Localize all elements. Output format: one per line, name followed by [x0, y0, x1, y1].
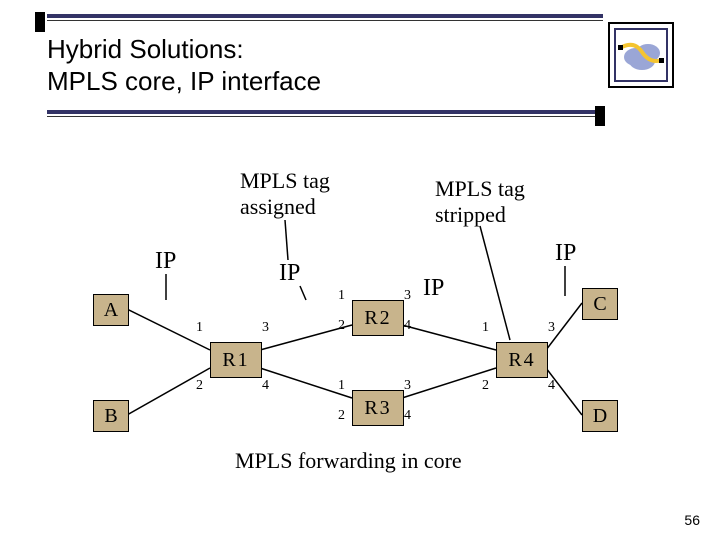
router-R3: R3: [352, 390, 404, 426]
port-R4-3: 3: [548, 320, 555, 336]
router-R4: R4: [496, 342, 548, 378]
diagram-caption: MPLS forwarding in core: [235, 448, 462, 474]
port-R2-2: 2: [338, 318, 345, 334]
router-R1: R1: [210, 342, 262, 378]
port-R4-1: 1: [482, 320, 489, 336]
port-R2-1: 1: [338, 288, 345, 304]
port-R2-3: 3: [404, 288, 411, 304]
port-R2-4: 4: [404, 318, 411, 334]
port-R1-4: 4: [262, 378, 269, 394]
node-A: A: [93, 294, 129, 326]
node-B: B: [93, 400, 129, 432]
port-R3-3: 3: [404, 378, 411, 394]
node-D: D: [582, 400, 618, 432]
node-C: C: [582, 288, 618, 320]
port-R1-3: 3: [262, 320, 269, 336]
port-R3-1: 1: [338, 378, 345, 394]
router-R2: R2: [352, 300, 404, 336]
port-R3-2: 2: [338, 408, 345, 424]
port-R4-4: 4: [548, 378, 555, 394]
port-R3-4: 4: [404, 408, 411, 424]
port-R1-2: 2: [196, 378, 203, 394]
port-R4-2: 2: [482, 378, 489, 394]
page-number: 56: [684, 512, 700, 528]
port-R1-1: 1: [196, 320, 203, 336]
